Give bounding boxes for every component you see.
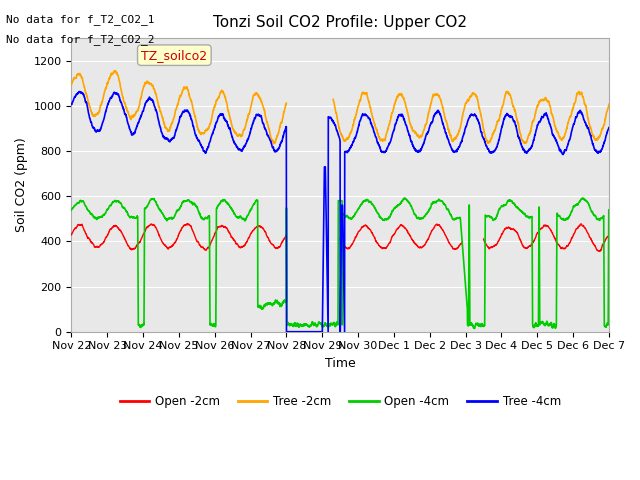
Title: Tonzi Soil CO2 Profile: Upper CO2: Tonzi Soil CO2 Profile: Upper CO2 (213, 15, 467, 30)
Y-axis label: Soil CO2 (ppm): Soil CO2 (ppm) (15, 138, 28, 232)
Text: TZ_soilco2: TZ_soilco2 (141, 48, 207, 61)
Text: No data for f_T2_CO2_2: No data for f_T2_CO2_2 (6, 34, 155, 45)
Legend: Open -2cm, Tree -2cm, Open -4cm, Tree -4cm: Open -2cm, Tree -2cm, Open -4cm, Tree -4… (115, 390, 566, 413)
Text: No data for f_T2_CO2_1: No data for f_T2_CO2_1 (6, 14, 155, 25)
X-axis label: Time: Time (324, 357, 356, 370)
